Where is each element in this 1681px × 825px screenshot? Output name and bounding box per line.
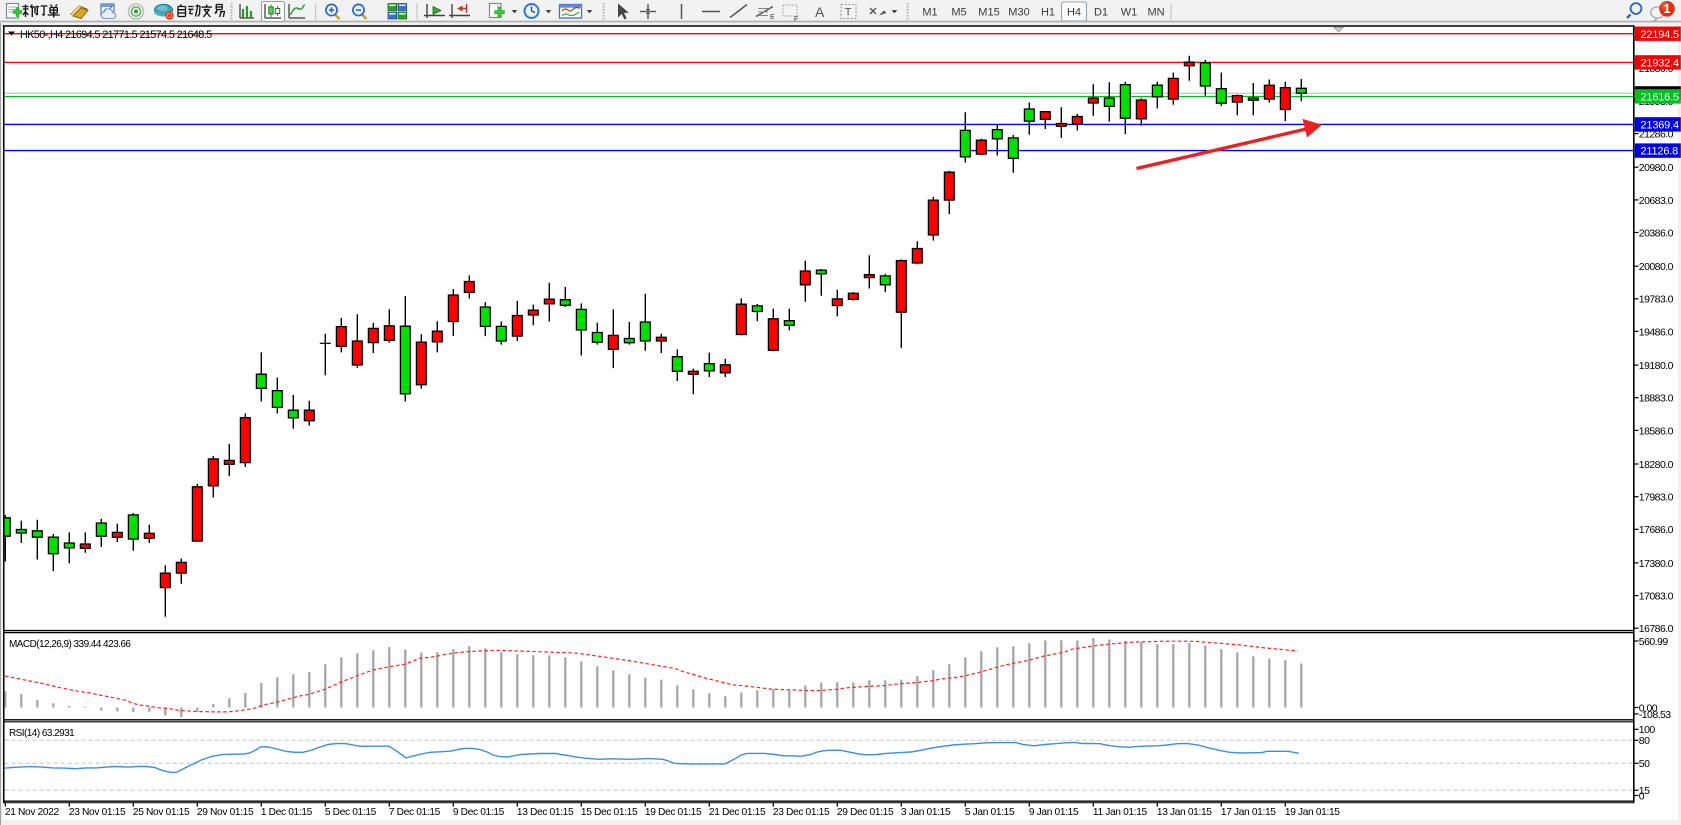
svg-text:17083.0: 17083.0 — [1639, 591, 1674, 603]
svg-text:MN: MN — [1147, 7, 1164, 19]
svg-text:19486.0: 19486.0 — [1639, 326, 1674, 338]
svg-text:5 Dec 01:15: 5 Dec 01:15 — [325, 807, 377, 818]
svg-text:18586.0: 18586.0 — [1639, 425, 1674, 437]
svg-text:20683.0: 20683.0 — [1639, 195, 1674, 207]
svg-text:0.00: 0.00 — [1639, 702, 1658, 714]
svg-text:50: 50 — [1639, 758, 1650, 770]
svg-text:21369.4: 21369.4 — [1641, 120, 1679, 132]
svg-text:21616.5: 21616.5 — [1641, 92, 1679, 104]
svg-text:H4: H4 — [1067, 7, 1081, 19]
svg-text:5 Jan 01:15: 5 Jan 01:15 — [965, 807, 1015, 818]
svg-text:21 Dec 01:15: 21 Dec 01:15 — [709, 807, 766, 818]
svg-text:D1: D1 — [1094, 7, 1108, 19]
svg-text:1: 1 — [1664, 2, 1671, 16]
svg-text:19 Jan 01:15: 19 Jan 01:15 — [1285, 807, 1340, 818]
svg-text:17 Jan 01:15: 17 Jan 01:15 — [1221, 807, 1276, 818]
svg-text:F: F — [794, 16, 798, 23]
svg-text:80: 80 — [1639, 735, 1650, 747]
svg-text:18280.0: 18280.0 — [1639, 459, 1674, 471]
svg-text:21932.4: 21932.4 — [1641, 58, 1679, 70]
svg-text:H1: H1 — [1041, 7, 1055, 19]
svg-text:9 Jan 01:15: 9 Jan 01:15 — [1029, 807, 1079, 818]
svg-text:M15: M15 — [978, 7, 999, 19]
svg-text:100: 100 — [1639, 724, 1656, 736]
svg-text:19 Dec 01:15: 19 Dec 01:15 — [645, 807, 702, 818]
svg-text:17686.0: 17686.0 — [1639, 524, 1674, 536]
svg-text:25 Nov 01:15: 25 Nov 01:15 — [133, 807, 190, 818]
svg-text:-108.53: -108.53 — [1639, 709, 1671, 721]
svg-text:20080.0: 20080.0 — [1639, 261, 1674, 273]
svg-text:13 Dec 01:15: 13 Dec 01:15 — [517, 807, 574, 818]
svg-text:MACD(12,26,9) 339.44 423.66: MACD(12,26,9) 339.44 423.66 — [9, 639, 131, 650]
svg-text:7 Dec 01:15: 7 Dec 01:15 — [389, 807, 441, 818]
svg-text:15: 15 — [1639, 785, 1650, 797]
svg-text:15 Dec 01:15: 15 Dec 01:15 — [581, 807, 638, 818]
svg-text:W1: W1 — [1121, 7, 1138, 19]
svg-text:21 Nov 2022: 21 Nov 2022 — [5, 807, 60, 818]
svg-text:16786.0: 16786.0 — [1639, 623, 1674, 635]
svg-text:T: T — [845, 7, 852, 19]
svg-text:23 Dec 01:15: 23 Dec 01:15 — [773, 807, 830, 818]
svg-text:22194.5: 22194.5 — [1641, 29, 1679, 41]
svg-text:21126.8: 21126.8 — [1641, 146, 1679, 158]
svg-text:20980.0: 20980.0 — [1639, 162, 1674, 174]
svg-text:20386.0: 20386.0 — [1639, 227, 1674, 239]
svg-text:HK50-,H4 21694.5 21771.5 2157: HK50-,H4 21694.5 21771.5 21574.5 21648.5 — [20, 29, 212, 41]
svg-text:E: E — [770, 14, 775, 21]
svg-text:RSI(14) 63.2931: RSI(14) 63.2931 — [9, 728, 75, 739]
svg-text:29 Dec 01:15: 29 Dec 01:15 — [837, 807, 894, 818]
svg-text:23 Nov 01:15: 23 Nov 01:15 — [69, 807, 126, 818]
svg-text:1 Dec 01:15: 1 Dec 01:15 — [261, 807, 313, 818]
svg-text:13 Jan 01:15: 13 Jan 01:15 — [1157, 807, 1212, 818]
svg-text:9 Dec 01:15: 9 Dec 01:15 — [453, 807, 505, 818]
svg-text:0: 0 — [1639, 790, 1645, 802]
svg-text:19180.0: 19180.0 — [1639, 360, 1674, 372]
svg-text:M5: M5 — [951, 7, 966, 19]
svg-text:19783.0: 19783.0 — [1639, 294, 1674, 306]
svg-text:17380.0: 17380.0 — [1639, 558, 1674, 570]
svg-text:18883.0: 18883.0 — [1639, 393, 1674, 405]
svg-text:17983.0: 17983.0 — [1639, 492, 1674, 504]
svg-text:11 Jan 01:15: 11 Jan 01:15 — [1093, 807, 1148, 818]
svg-text:M30: M30 — [1008, 7, 1029, 19]
svg-text:M1: M1 — [922, 7, 937, 19]
svg-text:A: A — [815, 4, 825, 20]
svg-text:3 Jan 01:15: 3 Jan 01:15 — [901, 807, 951, 818]
svg-text:560.99: 560.99 — [1639, 636, 1669, 648]
svg-text:29 Nov 01:15: 29 Nov 01:15 — [197, 807, 254, 818]
